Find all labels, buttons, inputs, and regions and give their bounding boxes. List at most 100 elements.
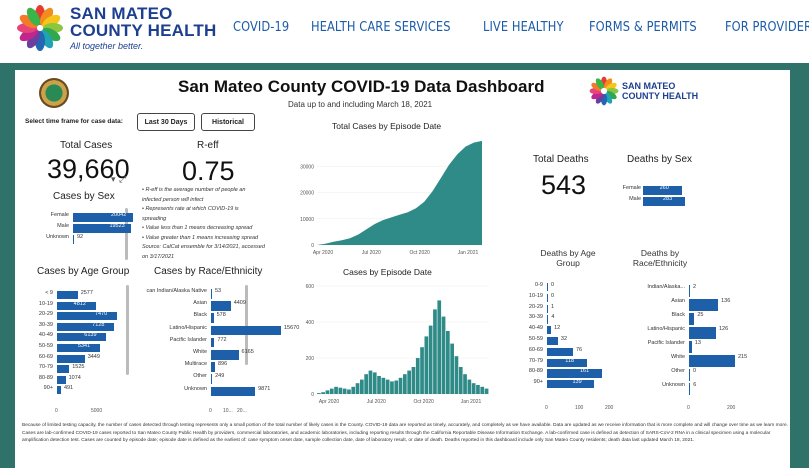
nav-for-providers[interactable]: FOR PROVIDERS (725, 20, 809, 35)
deaths_by_race-bar-value: 0 (693, 368, 697, 374)
nav-covid19[interactable]: COVID-19 (233, 20, 290, 35)
cases_by_age-row-label: 70-79 (38, 364, 53, 371)
cases_by_race-row-label: Black (193, 312, 207, 319)
cases_by_age-row-label: 50-59 (38, 343, 53, 349)
filter-icon[interactable]: ▾ (111, 174, 116, 184)
side-logo-line1: SAN MATEO (622, 81, 676, 91)
cases-episode-bar-chart: 0 200 400 600 Apr 2020 Jul 2020 Oct 2020 Jan 20… (306, 284, 489, 405)
deaths_by_age-bar (547, 358, 588, 367)
cases_by_age-bar (57, 301, 96, 310)
footnote: Because of limited testing capacity, the… (22, 423, 788, 443)
daily-case-bar (428, 325, 433, 394)
site-logo[interactable]: SAN MATEO COUNTY HEALTH All together bet… (16, 4, 216, 52)
x-tick-label: Apr 2020 (313, 250, 334, 256)
deaths_by_race-bar (689, 341, 692, 353)
logo-petal (605, 90, 617, 100)
reff-notes: • R-eff is the average number of people … (142, 186, 267, 262)
cases_by_race-bar-value: 249 (215, 373, 225, 380)
flower-logo-icon (17, 5, 63, 51)
expand-icon[interactable]: ⤢ (119, 174, 127, 184)
deaths_by_sex-row-label: Female (622, 185, 641, 191)
cases-by-age-title: Cases by Age Group (37, 266, 130, 277)
cases_by_age-axis-tick: 5000 (91, 408, 103, 414)
cases_by_sex-bar-value: 19523 (109, 223, 125, 229)
nav-health-care-services[interactable]: HEALTH CARE SERVICES (310, 20, 451, 35)
cases_by_age-row-label: 40-49 (38, 332, 53, 339)
daily-case-bar (403, 374, 407, 394)
deaths_by_sex-bar-value: 260 (659, 185, 669, 191)
deaths_by_race-bar (689, 355, 735, 367)
deaths_by_age-bar (547, 369, 602, 378)
cases_by_age-bar-value: 3449 (87, 353, 100, 360)
cases_by_race-bar-value: 15670 (284, 324, 300, 331)
reff-note: infected person will infect (142, 196, 204, 203)
reff-note: • Value greater than 1 means increasing … (142, 234, 259, 241)
total-deaths-label: Total Deaths (533, 154, 589, 165)
cases_by_age-row-label: 90+ (43, 385, 53, 392)
deaths_by_sex-bar-value: 283 (663, 196, 673, 202)
cases_by_sex-bar-value: 92 (77, 234, 84, 240)
deaths_by_age-row-label: 20-29 (528, 303, 543, 310)
daily-case-bar (321, 392, 325, 394)
cases_by_age-row-label: 10-19 (38, 300, 53, 307)
daily-case-bar (325, 390, 330, 394)
daily-case-bar (411, 367, 416, 394)
daily-case-bar (471, 383, 476, 394)
x-tick-label: Oct 2020 (414, 399, 435, 405)
deaths-by-sex-title: Deaths by Sex (627, 154, 693, 165)
side-logo: SAN MATEO COUNTY HEALTH (589, 76, 698, 106)
deaths_by_age-row-label: 0-9 (535, 282, 543, 288)
cases_by_age-row-label: < 9 (45, 290, 53, 296)
deaths_by_age-bar (547, 304, 548, 313)
logo-tagline: All together better. (70, 41, 144, 51)
nav-forms-permits[interactable]: FORMS & PERMITS (588, 20, 697, 35)
cases_by_sex-row-label: Unknown (46, 234, 69, 240)
cases_by_sex-bar (73, 213, 133, 222)
daily-case-bar (484, 388, 489, 394)
deaths_by_sex-bar (643, 197, 685, 206)
cases_by_race-bar (211, 386, 256, 397)
deaths_by_age-bar-value: 32 (560, 336, 568, 342)
cases_by_race-axis-tick: 10... (223, 408, 233, 414)
dashboard-subtitle: Data up to and including March 18, 2021 (288, 100, 433, 109)
deaths_by_race-row-label: Latino/Hispanic (647, 326, 685, 332)
daily-case-bar (467, 379, 472, 394)
cases_by_age-bar-value: 7128 (92, 321, 105, 328)
cases_by_sex-bar (73, 224, 132, 233)
cases_by_age-row-label: 60-69 (38, 353, 53, 360)
deaths-by-race-title-line2: Race/Ethnicity (632, 258, 688, 268)
cases_by_sex-row-label: Male (57, 223, 69, 229)
cases_by_race-row-label: Pacific Islander (169, 336, 207, 343)
deaths_by_race-row-label: Asian (671, 298, 685, 304)
deaths_by_age-axis-tick: 0 (545, 405, 548, 411)
daily-case-bar (364, 374, 368, 394)
historical-button[interactable]: Historical (201, 113, 255, 131)
y-tick-label: 600 (306, 284, 315, 290)
reff-scrollbar[interactable] (125, 208, 128, 260)
deaths_by_race-bar (689, 327, 716, 339)
y-tick-label: 10000 (300, 217, 314, 223)
nav-live-healthy[interactable]: LIVE HEALTHY (483, 20, 564, 35)
deaths_by_age-row-label: 90+ (533, 379, 543, 386)
deaths_by_age-row-label: 80-89 (528, 368, 543, 375)
cases_by_age-bar (57, 354, 85, 363)
deaths_by_race-bar (689, 285, 690, 297)
deaths_by_race-row-label: Other (671, 368, 685, 374)
race-scrollbar[interactable] (245, 285, 248, 365)
cases_by_age-row-label: 80-89 (38, 374, 53, 381)
cases_by_age-bar (57, 333, 107, 342)
deaths_by_race-bar-value: 25 (697, 312, 704, 318)
daily-case-bar (329, 388, 334, 394)
daily-case-bar (351, 386, 356, 394)
y-tick-label: 30000 (300, 164, 314, 170)
age-scrollbar[interactable] (126, 285, 129, 375)
reff-note: • R-eff is the average number of people … (142, 187, 246, 193)
deaths_by_age-bar-value: 4 (551, 314, 555, 321)
deaths_by_race-bar-value: 136 (721, 298, 731, 304)
daily-case-bar (476, 385, 480, 394)
last-30-days-button[interactable]: Last 30 Days (137, 113, 195, 131)
x-tick-label: Jan 2021 (461, 399, 482, 405)
daily-case-bar (377, 376, 381, 394)
cases_by_race-axis-tick: 0 (209, 408, 212, 414)
cases_by_race-bar (211, 374, 213, 385)
